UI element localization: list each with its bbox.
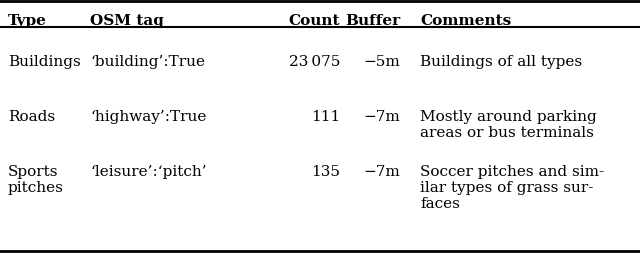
- Text: Sports
pitches: Sports pitches: [8, 164, 64, 194]
- Text: −7m: −7m: [364, 109, 400, 123]
- Text: Soccer pitches and sim-
ilar types of grass sur-
faces: Soccer pitches and sim- ilar types of gr…: [420, 164, 604, 211]
- Text: Roads: Roads: [8, 109, 55, 123]
- Text: 111: 111: [311, 109, 340, 123]
- Text: Buildings of all types: Buildings of all types: [420, 55, 582, 69]
- Text: Mostly around parking
areas or bus terminals: Mostly around parking areas or bus termi…: [420, 109, 596, 140]
- Text: Buildings: Buildings: [8, 55, 81, 69]
- Text: 23 075: 23 075: [289, 55, 340, 69]
- Text: ‘building’:True: ‘building’:True: [90, 55, 205, 69]
- Text: Comments: Comments: [420, 14, 511, 28]
- Text: ‘highway’:True: ‘highway’:True: [90, 109, 206, 123]
- Text: −7m: −7m: [364, 164, 400, 178]
- Text: Type: Type: [8, 14, 47, 28]
- Text: Count: Count: [289, 14, 340, 28]
- Text: Buffer: Buffer: [345, 14, 400, 28]
- Text: 135: 135: [311, 164, 340, 178]
- Text: ‘leisure’:‘pitch’: ‘leisure’:‘pitch’: [90, 164, 207, 178]
- Text: OSM tag: OSM tag: [90, 14, 164, 28]
- Text: −5m: −5m: [364, 55, 400, 69]
